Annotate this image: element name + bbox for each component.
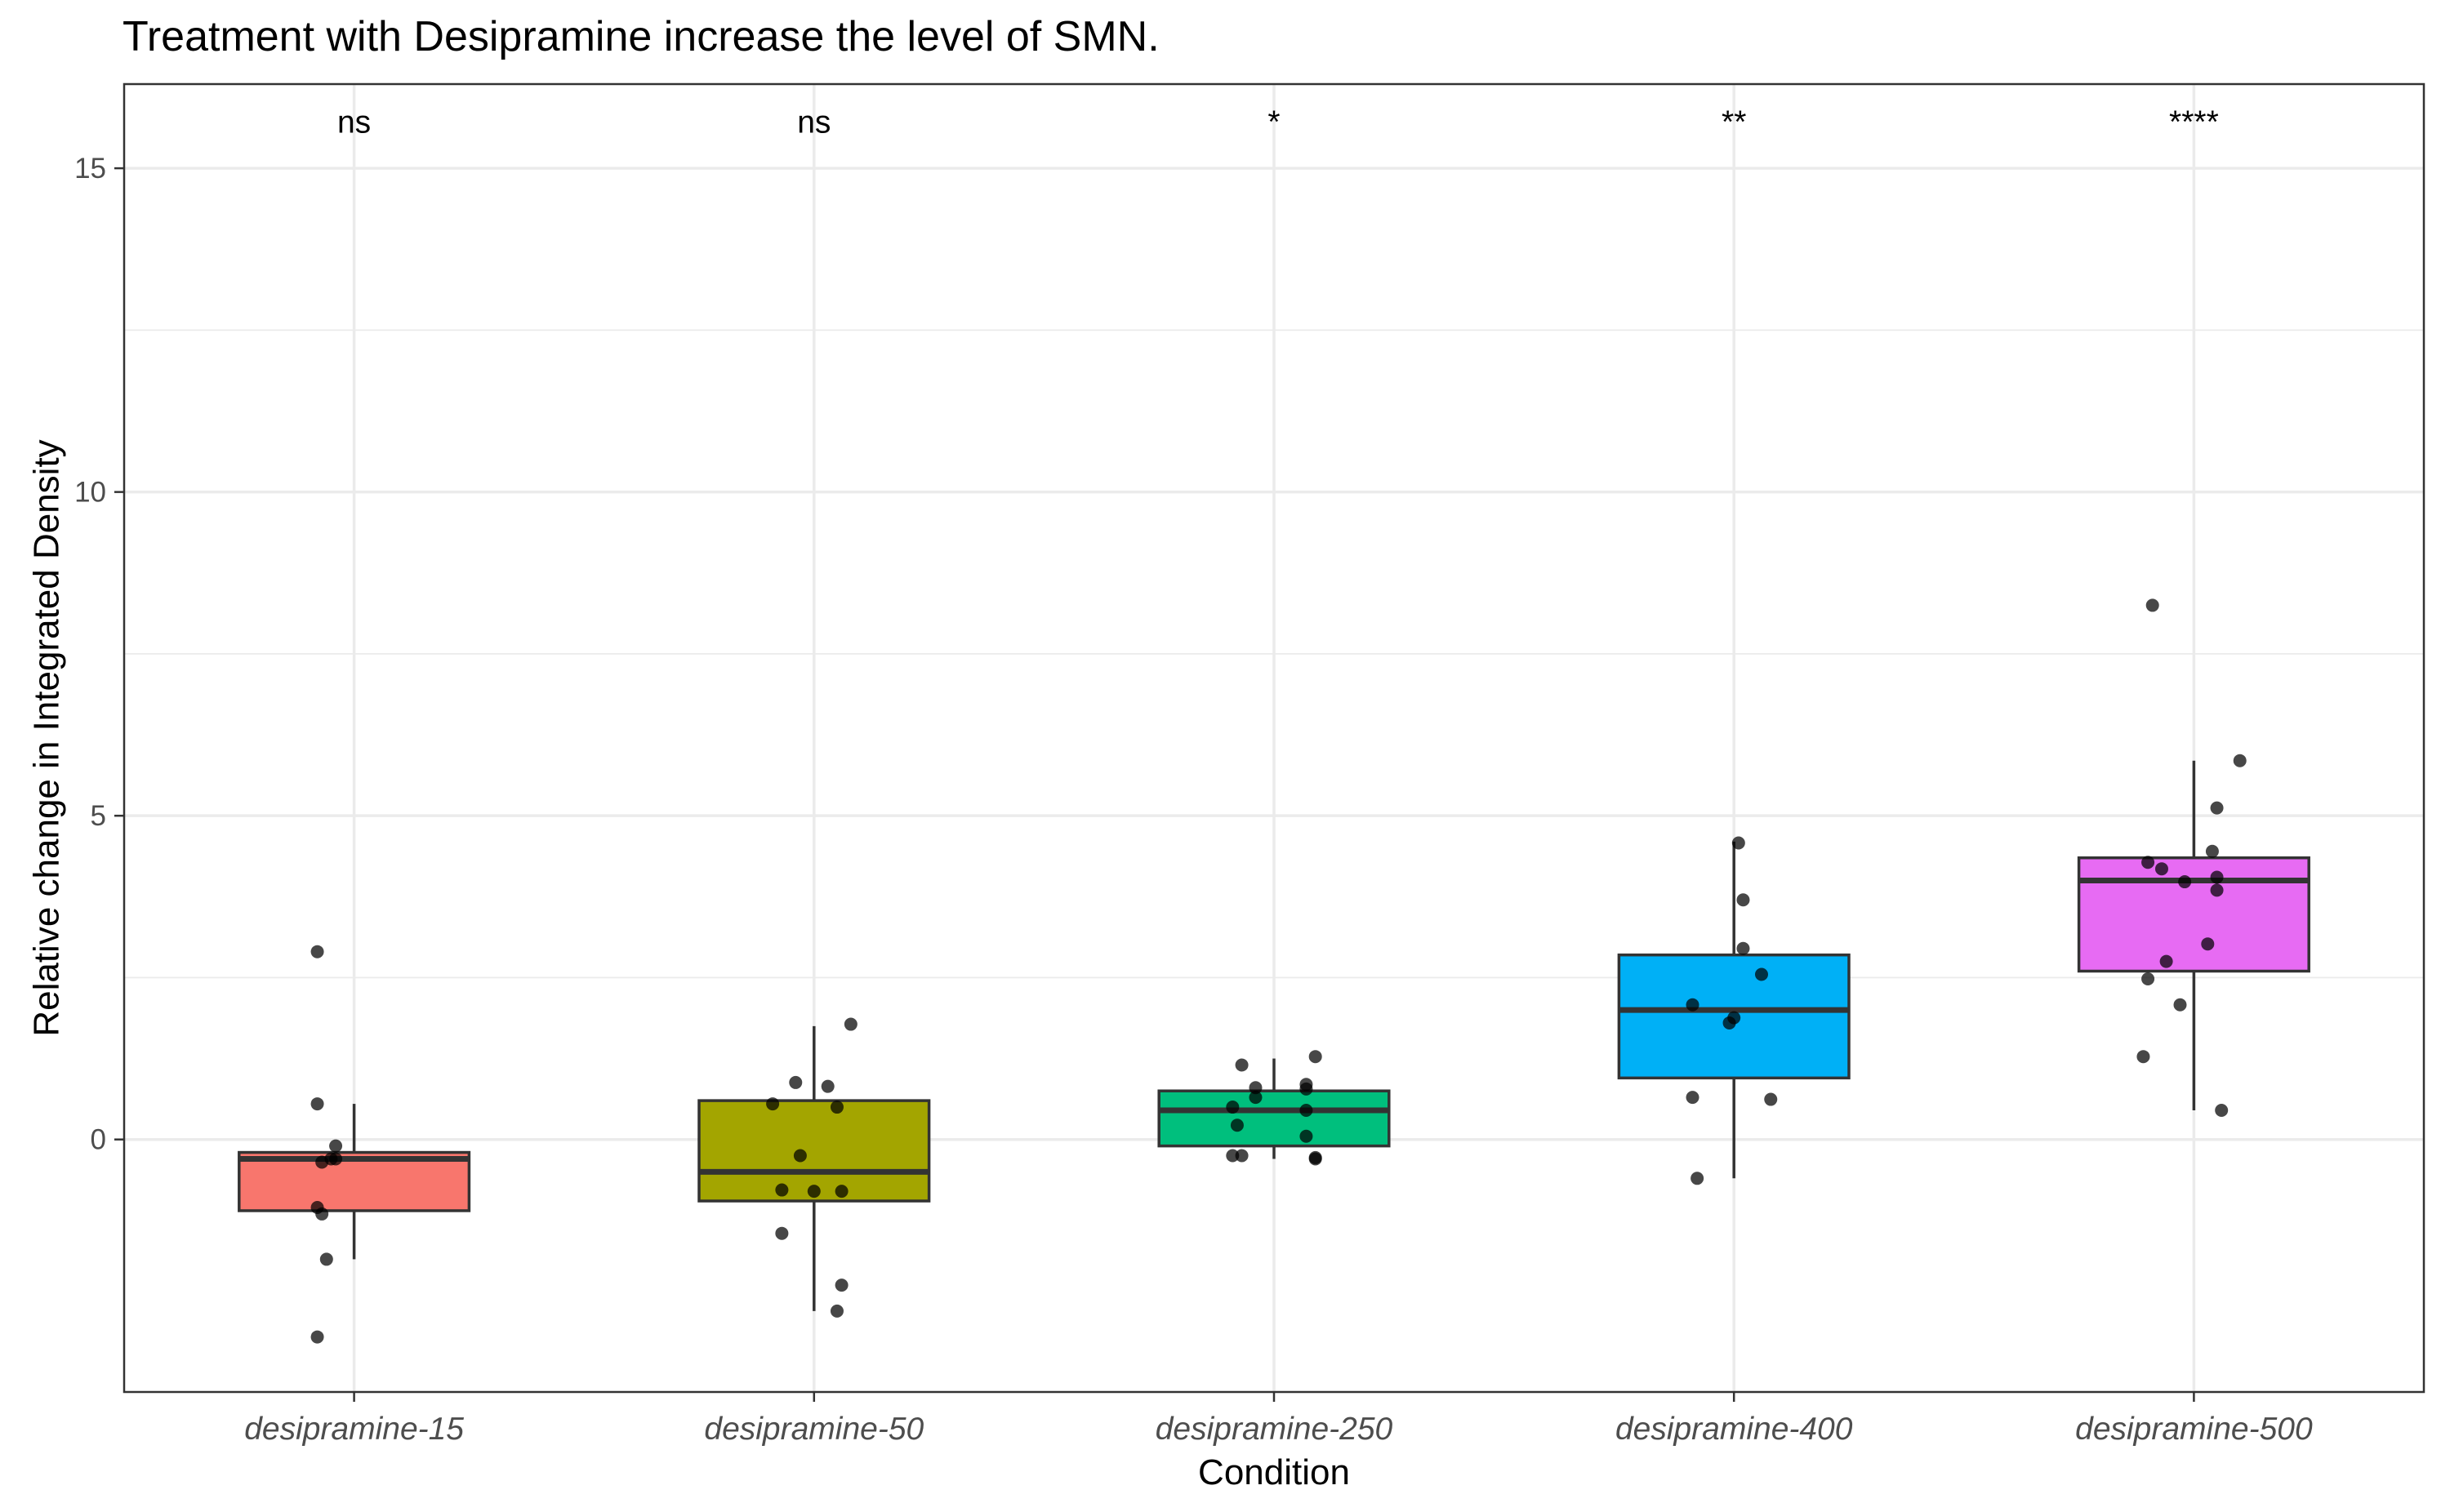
- data-point: [2201, 937, 2215, 951]
- data-point: [1299, 1082, 1313, 1096]
- data-point: [1299, 1104, 1313, 1118]
- data-point: [1226, 1101, 1240, 1114]
- box-desipramine-250: [1157, 1089, 1391, 1148]
- data-point: [1226, 1149, 1240, 1163]
- data-point: [319, 1252, 333, 1266]
- data-point: [1299, 1129, 1313, 1143]
- data-point: [2141, 972, 2155, 986]
- data-point: [1230, 1118, 1244, 1132]
- data-point: [789, 1075, 803, 1089]
- y-tick-label: 0: [91, 1124, 106, 1156]
- data-point: [1686, 1091, 1699, 1105]
- data-point: [775, 1183, 789, 1197]
- significance-label: *: [1267, 105, 1280, 140]
- data-point: [793, 1149, 807, 1163]
- data-point: [2178, 875, 2192, 889]
- data-point: [766, 1097, 780, 1111]
- data-point: [1235, 1149, 1249, 1163]
- data-point: [1235, 1058, 1249, 1072]
- data-point: [1249, 1091, 1263, 1105]
- box-desipramine-50: [697, 1099, 931, 1203]
- x-tick-label: desipramine-500: [2075, 1412, 2313, 1447]
- chart-title: Treatment with Desipramine increase the …: [122, 13, 1160, 60]
- y-axis-title: Relative change in Integrated Density: [26, 439, 66, 1036]
- data-point: [821, 1079, 835, 1093]
- box-desipramine-15: [238, 1150, 471, 1212]
- axes: 0 5 10 15 desipramine-15 desipramine-50 desipr…: [74, 153, 2313, 1447]
- data-point: [2210, 801, 2224, 815]
- data-point: [1736, 941, 1750, 955]
- data-point: [1690, 1172, 1704, 1185]
- data-point: [2210, 870, 2224, 884]
- data-point: [2154, 862, 2168, 876]
- data-point: [1308, 1150, 1322, 1164]
- data-point: [2159, 954, 2173, 968]
- y-tick-label: 10: [74, 477, 106, 509]
- data-point: [830, 1304, 844, 1318]
- data-point: [2145, 598, 2159, 612]
- data-point: [329, 1139, 343, 1153]
- data-point: [1686, 998, 1699, 1012]
- data-point: [2205, 844, 2219, 858]
- data-point: [1308, 1050, 1322, 1064]
- significance-label: ns: [797, 105, 831, 140]
- data-point: [2233, 754, 2247, 767]
- grid-lines: [124, 84, 2424, 1392]
- data-point: [1764, 1092, 1778, 1106]
- boxes: [238, 760, 2310, 1311]
- y-tick-label: 15: [74, 153, 106, 185]
- x-tick-label: desipramine-50: [704, 1412, 924, 1447]
- x-tick-label: desipramine-15: [244, 1412, 464, 1447]
- data-point: [2141, 856, 2155, 869]
- data-point: [2173, 998, 2187, 1012]
- data-point: [310, 945, 324, 958]
- data-point: [1731, 836, 1745, 850]
- data-point: [329, 1152, 343, 1166]
- box-desipramine-500: [2077, 856, 2310, 973]
- data-point: [1249, 1081, 1263, 1095]
- data-point: [835, 1279, 849, 1292]
- significance-label: ns: [337, 105, 371, 140]
- significance-labels: ns ns * ** ****: [337, 105, 2219, 140]
- data-point: [1754, 967, 1768, 981]
- data-point: [2136, 1050, 2150, 1064]
- data-point: [830, 1101, 844, 1114]
- significance-label: **: [1722, 105, 1746, 140]
- data-point: [835, 1185, 849, 1198]
- x-tick-label: desipramine-250: [1156, 1412, 1393, 1447]
- significance-label: ****: [2169, 105, 2219, 140]
- data-point: [310, 1097, 324, 1111]
- data-point: [1736, 893, 1750, 907]
- data-point: [2215, 1104, 2229, 1118]
- x-tick-label: desipramine-400: [1615, 1412, 1853, 1447]
- data-point: [844, 1017, 858, 1031]
- data-point: [310, 1330, 324, 1344]
- data-point: [2210, 883, 2224, 897]
- data-point: [807, 1185, 821, 1198]
- y-tick-label: 5: [91, 800, 106, 832]
- x-axis-title: Condition: [1198, 1452, 1350, 1492]
- data-point: [775, 1226, 789, 1240]
- data-points: [310, 598, 2247, 1344]
- data-point: [315, 1207, 329, 1221]
- data-point: [1722, 1016, 1736, 1029]
